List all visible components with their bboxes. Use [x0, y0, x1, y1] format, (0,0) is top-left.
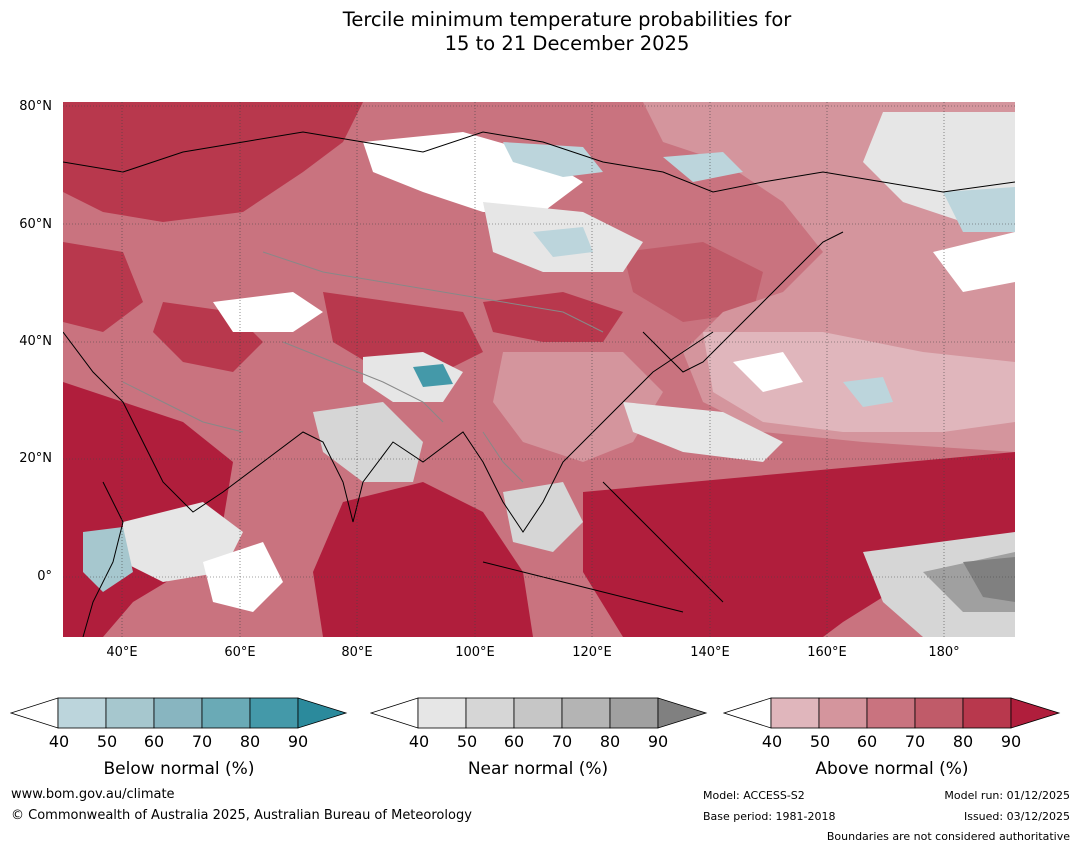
near-colorbar-segment-6 — [657, 697, 708, 729]
near-normal-regions — [123, 112, 1015, 637]
above-colorbar-segment-0 — [723, 697, 772, 729]
below-colorbar-segment-4 — [201, 697, 251, 729]
near-normal-colorbar — [370, 697, 708, 729]
near-tick-40: 40 — [408, 732, 430, 751]
above-tick-90: 90 — [1000, 732, 1022, 751]
above-colorbar-segment-3 — [866, 697, 916, 729]
lat-label-0: 0° — [37, 569, 52, 584]
below-colorbar-segment-3 — [153, 697, 203, 729]
lon-label-140e: 140°E — [690, 645, 730, 660]
near-tick-70: 70 — [551, 732, 573, 751]
map-title: Tercile minimum temperature probabilitie… — [0, 8, 1081, 56]
below-colorbar-segment-0 — [10, 697, 59, 729]
website-link[interactable]: www.bom.gov.au/climate — [11, 787, 175, 802]
below-tick-70: 70 — [191, 732, 213, 751]
model-text: Model: ACCESS-S2 — [703, 789, 805, 802]
issued-text: Issued: 03/12/2025 — [963, 810, 1070, 823]
below-tick-60: 60 — [143, 732, 165, 751]
near-colorbar-segment-2 — [465, 697, 515, 729]
above-colorbar-segment-1 — [770, 697, 820, 729]
above-tick-50: 50 — [809, 732, 831, 751]
above-tick-40: 40 — [761, 732, 783, 751]
above-tick-70: 70 — [904, 732, 926, 751]
base-period-text: Base period: 1981-2018 — [703, 810, 836, 823]
near-tick-80: 80 — [599, 732, 621, 751]
lon-label-100e: 100°E — [455, 645, 495, 660]
lon-label-40e: 40°E — [106, 645, 138, 660]
lat-label-20n: 20°N — [19, 451, 52, 466]
title-line-1: Tercile minimum temperature probabilitie… — [342, 8, 792, 31]
lon-label-180: 180° — [928, 645, 960, 660]
below-tick-40: 40 — [48, 732, 70, 751]
probability-map — [63, 102, 1015, 637]
below-colorbar-segment-2 — [105, 697, 155, 729]
above-normal-title: Above normal (%) — [815, 759, 969, 779]
below-normal-colorbar — [10, 697, 348, 729]
near-normal-title: Near normal (%) — [467, 759, 609, 779]
near-colorbar-segment-0 — [370, 697, 419, 729]
above-tick-60: 60 — [856, 732, 878, 751]
graticule — [63, 102, 1015, 637]
near-tick-60: 60 — [503, 732, 525, 751]
above-normal-colorbar — [723, 697, 1061, 729]
below-colorbar-segment-1 — [57, 697, 107, 729]
map-canvas — [63, 102, 1015, 637]
near-tick-50: 50 — [456, 732, 478, 751]
lat-label-60n: 60°N — [19, 217, 52, 232]
model-run-text: Model run: 01/12/2025 — [944, 789, 1070, 802]
copyright-text: © Commonwealth of Australia 2025, Austra… — [11, 808, 472, 823]
near-colorbar-segment-3 — [513, 697, 563, 729]
below-colorbar-segment-5 — [249, 697, 299, 729]
lon-label-60e: 60°E — [224, 645, 256, 660]
above-colorbar-segment-6 — [1010, 697, 1061, 729]
lat-label-40n: 40°N — [19, 334, 52, 349]
below-tick-50: 50 — [96, 732, 118, 751]
below-tick-90: 90 — [287, 732, 309, 751]
country-borders — [122, 251, 604, 483]
near-colorbar-segment-5 — [609, 697, 659, 729]
lon-label-120e: 120°E — [572, 645, 612, 660]
near-tick-90: 90 — [647, 732, 669, 751]
above-colorbar-segment-5 — [962, 697, 1012, 729]
below-normal-title: Below normal (%) — [103, 759, 255, 779]
lat-label-80n: 80°N — [19, 99, 52, 114]
lon-label-160e: 160°E — [807, 645, 847, 660]
title-line-2: 15 to 21 December 2025 — [444, 32, 690, 55]
below-normal-regions — [83, 142, 1015, 592]
above-tick-80: 80 — [952, 732, 974, 751]
near-colorbar-segment-4 — [561, 697, 611, 729]
above-colorbar-segment-4 — [914, 697, 964, 729]
below-tick-80: 80 — [239, 732, 261, 751]
coastlines — [63, 131, 1015, 637]
below-colorbar-segment-6 — [297, 697, 348, 729]
above-colorbar-segment-2 — [818, 697, 868, 729]
disclaimer-text: Boundaries are not considered authoritat… — [826, 830, 1070, 843]
lon-label-80e: 80°E — [341, 645, 373, 660]
near-colorbar-segment-1 — [417, 697, 467, 729]
